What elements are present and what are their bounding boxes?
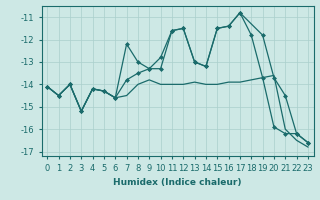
X-axis label: Humidex (Indice chaleur): Humidex (Indice chaleur)	[113, 178, 242, 187]
